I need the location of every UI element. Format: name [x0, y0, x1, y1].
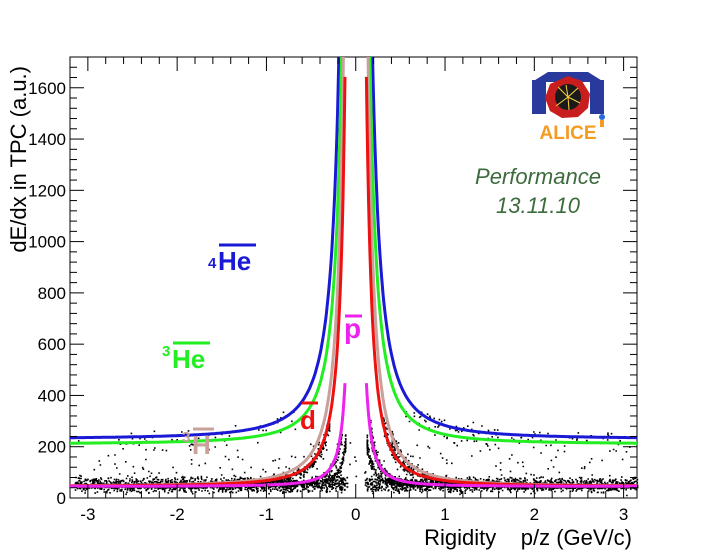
curve-d-bar-pos: [364, 76, 637, 488]
alice-logo-pillar-left: [532, 80, 546, 114]
curve-p-bar-neg: [70, 383, 347, 488]
band-curves: [70, 57, 637, 488]
curve-4He-bar-pos: [371, 57, 637, 440]
label-3he: 3 He: [162, 341, 210, 374]
label-3he-superscript: 3: [162, 343, 170, 360]
y-axis-ticks: 0 200 400 600 800 1000 1200 1400 1600: [28, 56, 637, 508]
x-tick-label: 0: [351, 505, 360, 524]
scatter-dots: [74, 411, 639, 497]
label-3he-base: He: [172, 344, 205, 374]
y-tick-label: 1000: [28, 233, 66, 252]
plot-frame: [69, 56, 638, 499]
label-pbar: p: [344, 313, 362, 344]
curve-3He-bar-pos: [368, 57, 637, 445]
y-axis-title: dE/dx in TPC (a.u.): [6, 66, 31, 253]
curve-3He-bar-neg: [70, 57, 344, 445]
x-tick-label: -3: [80, 505, 95, 524]
curve-p-bar-pos: [364, 383, 637, 488]
x-tick-label: -1: [259, 505, 274, 524]
x-tick-label: 1: [440, 505, 449, 524]
label-3h: 3 H: [182, 427, 214, 460]
curve-4He-bar-neg: [70, 57, 341, 440]
label-3h-base: H: [192, 430, 211, 460]
y-tick-label: 800: [38, 284, 66, 303]
alice-logo-text: ALICE: [540, 123, 597, 144]
label-3h-superscript: 3: [182, 429, 190, 446]
performance-date: 13.11.10: [496, 193, 581, 218]
alice-logo-figure-body: [600, 120, 604, 127]
scatter-points: [74, 411, 639, 497]
y-tick-label: 0: [57, 489, 66, 508]
label-dbar: d: [300, 401, 318, 435]
label-4he: 4 He: [208, 243, 256, 276]
y-tick-label: 200: [38, 438, 66, 457]
y-tick-label: 600: [38, 335, 66, 354]
x-axis-ticks: -3 -2 -1 0 1 2 3: [69, 57, 628, 524]
label-dbar-base: d: [300, 405, 316, 435]
x-axis-title: Rigidity p/z (GeV/c): [424, 525, 632, 550]
label-4he-base: He: [218, 246, 251, 276]
y-tick-label: 1400: [28, 130, 66, 149]
x-tick-label: 3: [619, 505, 628, 524]
alice-logo-pillar-right: [590, 80, 604, 114]
performance-label: Performance: [475, 164, 601, 189]
y-tick-label: 1600: [28, 79, 66, 98]
alice-logo-figure-head: [599, 114, 605, 120]
y-tick-label: 400: [38, 386, 66, 405]
alice-logo: ALICE: [532, 72, 605, 144]
label-4he-superscript: 4: [208, 255, 217, 272]
y-tick-label: 1200: [28, 181, 66, 200]
x-tick-label: -2: [170, 505, 185, 524]
x-tick-label: 2: [530, 505, 539, 524]
label-pbar-base: p: [344, 313, 361, 344]
